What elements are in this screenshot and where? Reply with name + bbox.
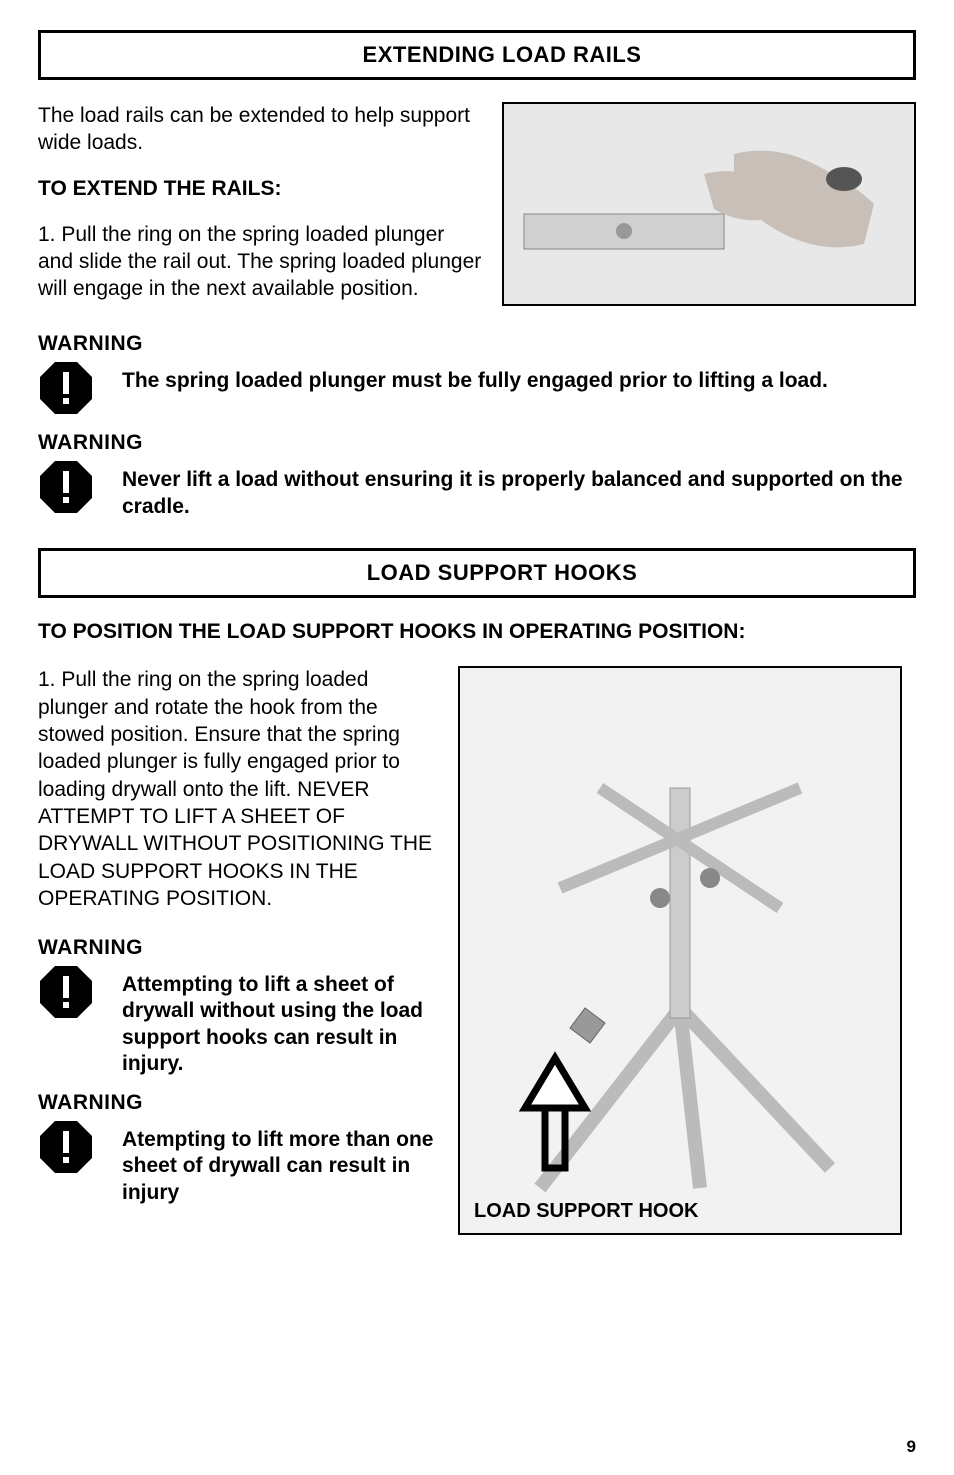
warning-text: The spring loaded plunger must be fully … (122, 362, 828, 394)
content-row: 1. Pull the ring on the spring loaded pl… (38, 666, 916, 1235)
warning-icon (38, 964, 94, 1025)
rail-image (502, 102, 916, 306)
image-caption: LOAD SUPPORT HOOK (474, 1200, 698, 1223)
content-row: The load rails can be extended to help s… (38, 102, 916, 322)
warning-label: WARNING (38, 332, 916, 356)
warning-label: WARNING (38, 431, 916, 455)
intro-text: The load rails can be extended to help s… (38, 102, 482, 157)
section-title: LOAD SUPPORT HOOKS (91, 560, 913, 586)
warning-row: Never lift a load without ensuring it is… (38, 461, 916, 520)
warning-label: WARNING (38, 1091, 438, 1115)
warning-text: Atempting to lift more than one sheet of… (122, 1121, 438, 1206)
hook-illustration (460, 668, 900, 1233)
content-left: The load rails can be extended to help s… (38, 102, 482, 322)
content-right (502, 102, 916, 322)
warning-row: The spring loaded plunger must be fully … (38, 362, 916, 421)
page-number: 9 (907, 1437, 916, 1457)
subheading: TO POSITION THE LOAD SUPPORT HOOKS IN OP… (38, 620, 916, 644)
content-right: LOAD SUPPORT HOOK (458, 666, 902, 1235)
section-title: EXTENDING LOAD RAILS (91, 42, 913, 68)
rail-illustration (504, 104, 914, 304)
warning-icon (38, 360, 94, 421)
warning-icon (38, 459, 94, 520)
content-left: 1. Pull the ring on the spring loaded pl… (38, 666, 438, 1235)
hook-image: LOAD SUPPORT HOOK (458, 666, 902, 1235)
warning-text: Attempting to lift a sheet of drywall wi… (122, 966, 438, 1077)
warning-icon (38, 1119, 94, 1180)
subheading: TO EXTEND THE RAILS: (38, 177, 482, 201)
manual-page: EXTENDING LOAD RAILS The load rails can … (0, 0, 954, 1475)
warning-text: Never lift a load without ensuring it is… (122, 461, 916, 520)
warning-row: Attempting to lift a sheet of drywall wi… (38, 966, 438, 1077)
warning-label: WARNING (38, 936, 438, 960)
step-text: 1. Pull the ring on the spring loaded pl… (38, 666, 438, 912)
section-header-hooks: LOAD SUPPORT HOOKS (38, 548, 916, 598)
section-header-extending: EXTENDING LOAD RAILS (38, 30, 916, 80)
warning-row: Atempting to lift more than one sheet of… (38, 1121, 438, 1206)
step-text: 1. Pull the ring on the spring loaded pl… (38, 221, 482, 303)
